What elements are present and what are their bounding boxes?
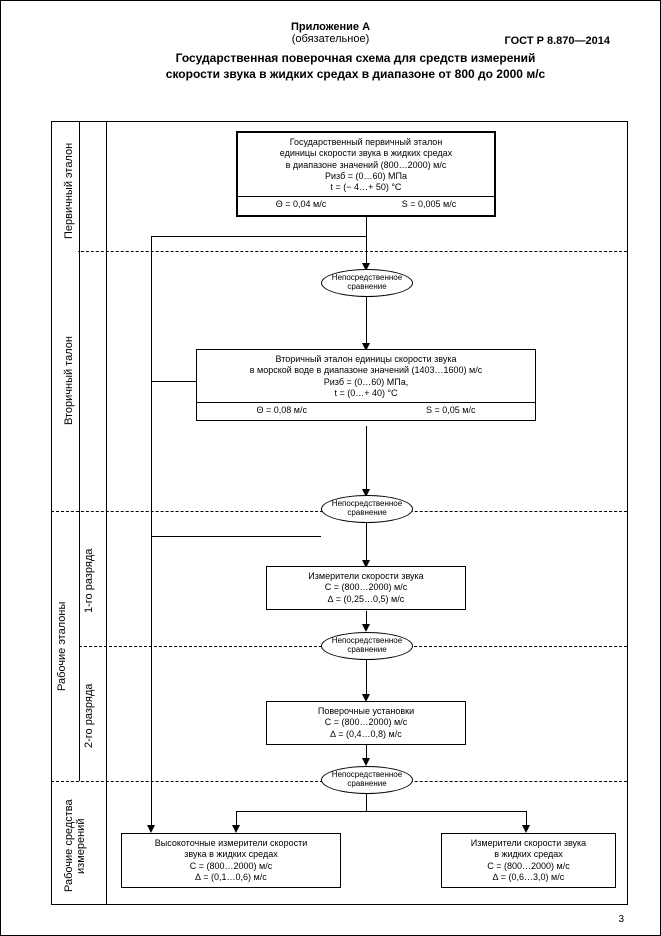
n2-l1: Вторичный эталон единицы скорости звука: [203, 354, 529, 365]
title-line2: скорости звука в жидких средах в диапазо…: [166, 67, 545, 81]
n1-l4: Pизб = (0…60) МПа: [244, 171, 488, 182]
diagram-area: Первичный эталон Вторичный талон Рабочие…: [51, 121, 625, 905]
n6-l3: C = (800…2000) м/с: [448, 861, 609, 872]
n1-l1: Государственный первичный эталон: [244, 137, 488, 148]
section-rank2: 2-го разряда: [83, 666, 95, 766]
page-number: 3: [618, 914, 624, 925]
oval-compare-4: Непосредственное сравнение: [321, 766, 413, 794]
n5-l3: C = (800…2000) м/с: [128, 861, 334, 872]
n2-l4: t = (0…+ 40) °C: [203, 388, 529, 399]
section-working-standards: Рабочие эталоны: [56, 561, 68, 731]
n1-l2: единицы скорости звука в жидких средах: [244, 148, 488, 159]
node-speed-meters: Измерители скорости звука C = (800…2000)…: [266, 566, 466, 610]
n1-s: S = 0,005 м/с: [402, 199, 456, 210]
node-high-precision-meters: Высокоточные измерители скорости звука в…: [121, 833, 341, 888]
node-primary-standard: Государственный первичный эталон единицы…: [236, 131, 496, 217]
appendix-label: Приложение А: [291, 21, 370, 33]
n5-l4: ∆ = (0,1…0,6) м/с: [128, 872, 334, 883]
section-rank1: 1-го разряда: [83, 531, 95, 631]
n6-l2: в жидких средах: [448, 849, 609, 860]
n4-l2: C = (800…2000) м/с: [273, 717, 459, 728]
n6-l4: ∆ = (0,6…3,0) м/с: [448, 872, 609, 883]
node-liquid-meters: Измерители скорости звука в жидких среда…: [441, 833, 616, 888]
oval-compare-2: Непосредственное сравнение: [321, 495, 413, 523]
n5-l2: звука в жидких средах: [128, 849, 334, 860]
n1-l3: в диапазоне значений (800…2000) м/с: [244, 160, 488, 171]
diagram-title: Государственная поверочная схема для сре…: [101, 51, 610, 82]
gost-code: ГОСТ Р 8.870—2014: [505, 35, 610, 47]
n2-l2: в морской воде в диапазоне значений (140…: [203, 365, 529, 376]
node-verification-setups: Поверочные установки C = (800…2000) м/с …: [266, 701, 466, 745]
n3-l1: Измерители скорости звука: [273, 571, 459, 582]
section-secondary2: Вторичный талон: [63, 321, 75, 441]
section-working-means2: Рабочие средства измерений: [63, 791, 87, 901]
node-secondary-standard: Вторичный эталон единицы скорости звука …: [196, 349, 536, 421]
n2-s: S = 0,05 м/с: [426, 405, 475, 416]
n1-theta: Θ = 0,04 м/с: [276, 199, 326, 210]
page-frame: Приложение А (обязательное) ГОСТ Р 8.870…: [0, 0, 661, 936]
oval-compare-3: Непосредственное сравнение: [321, 632, 413, 660]
n2-l3: Pизб = (0…60) МПа,: [203, 377, 529, 388]
n1-l5: t = (− 4…+ 50) °C: [244, 182, 488, 193]
n2-theta: Θ = 0,08 м/с: [257, 405, 307, 416]
n4-l3: ∆ = (0,4…0,8) м/с: [273, 729, 459, 740]
title-line1: Государственная поверочная схема для сре…: [176, 51, 536, 65]
oval-compare-1: Непосредственное сравнение: [321, 269, 413, 297]
section-primary2: Первичный эталон: [63, 136, 75, 246]
n3-l2: C = (800…2000) м/с: [273, 582, 459, 593]
n6-l1: Измерители скорости звука: [448, 838, 609, 849]
n5-l1: Высокоточные измерители скорости: [128, 838, 334, 849]
n4-l1: Поверочные установки: [273, 706, 459, 717]
n3-l3: ∆ = (0,25…0,5) м/с: [273, 594, 459, 605]
